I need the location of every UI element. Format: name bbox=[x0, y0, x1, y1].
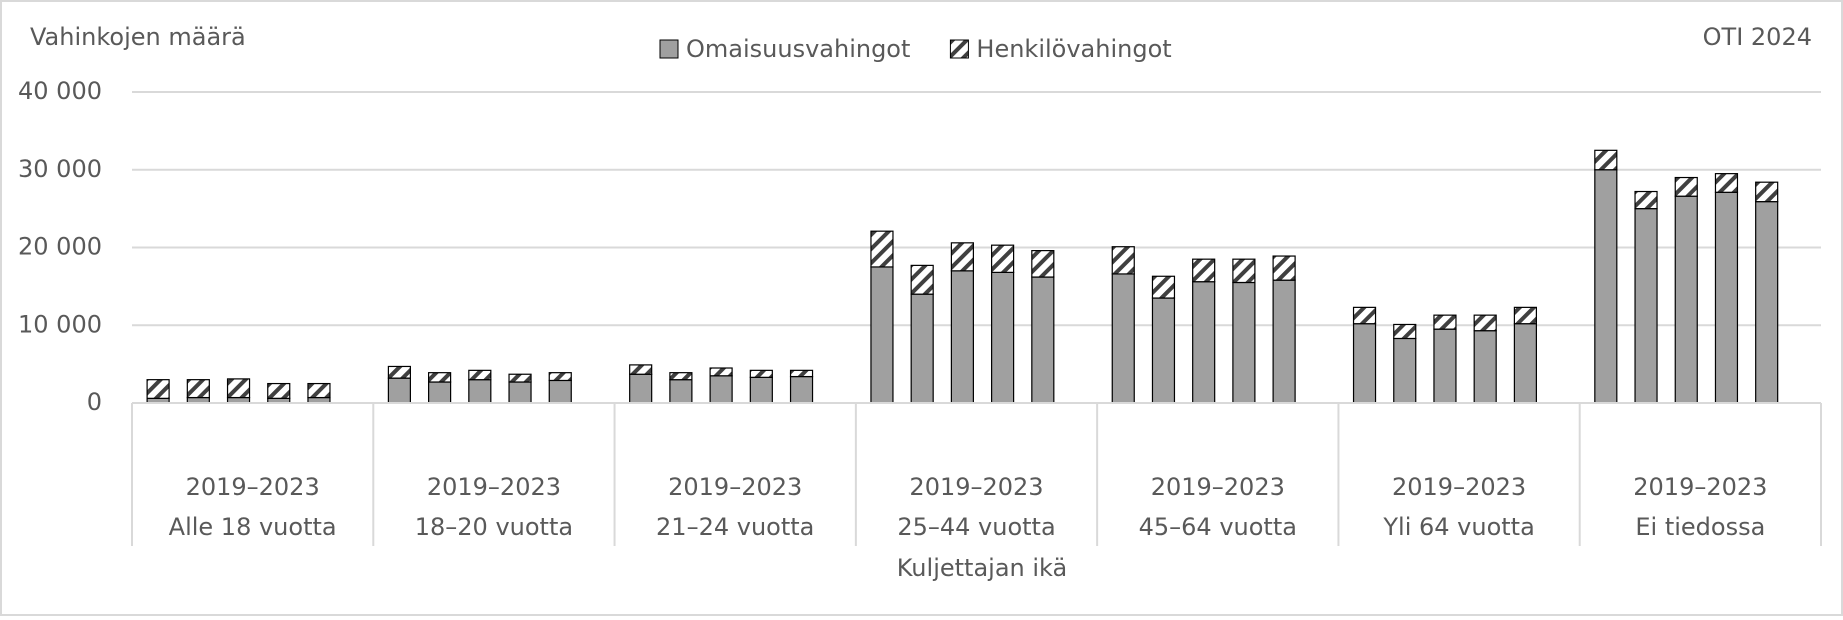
bar-segment bbox=[950, 242, 974, 272]
bar-segment bbox=[428, 381, 452, 404]
x-axis-title: Kuljettajan ikä bbox=[897, 554, 1067, 582]
legend-label: Henkilövahingot bbox=[976, 35, 1171, 63]
group-period-label: 2019–2023 bbox=[1633, 473, 1767, 501]
bar-segment bbox=[1031, 250, 1055, 278]
bar-segment bbox=[1192, 258, 1216, 283]
bar-segment bbox=[1634, 208, 1658, 404]
group-period-label: 2019–2023 bbox=[1392, 473, 1526, 501]
bar-segment bbox=[1272, 255, 1296, 281]
bar-segment bbox=[1111, 246, 1135, 275]
bar-segment bbox=[468, 379, 492, 404]
bar-segment bbox=[1192, 281, 1216, 404]
bar-segment bbox=[1634, 190, 1658, 210]
group-name-label: Alle 18 vuotta bbox=[169, 513, 337, 541]
bar-segment bbox=[629, 364, 653, 375]
group-name-label: 25–44 vuotta bbox=[897, 513, 1055, 541]
bar-segment bbox=[1151, 275, 1176, 299]
group-name-label: Yli 64 vuotta bbox=[1382, 513, 1534, 541]
bar-segment bbox=[870, 266, 894, 404]
group-name-label: 45–64 vuotta bbox=[1139, 513, 1297, 541]
bar-segment bbox=[1674, 176, 1698, 197]
bar-segment bbox=[1272, 279, 1296, 404]
group-period-label: 2019–2023 bbox=[186, 473, 320, 501]
bar-segment bbox=[468, 369, 492, 381]
bar-segment bbox=[1755, 181, 1779, 203]
group-name-label: Ei tiedossa bbox=[1635, 513, 1765, 541]
bar-segment bbox=[629, 373, 653, 404]
bar-segment bbox=[186, 379, 210, 399]
bar-segment bbox=[789, 375, 814, 404]
y-tick-label: 30 000 bbox=[18, 155, 102, 183]
bar-segment bbox=[669, 379, 693, 404]
bar-segment bbox=[226, 378, 251, 399]
bar-segment bbox=[1393, 337, 1417, 404]
bar-segment bbox=[428, 372, 452, 383]
source: OTI 2024 bbox=[1703, 23, 1812, 51]
bar-segment bbox=[709, 375, 733, 404]
y-axis-title: Vahinkojen määrä bbox=[30, 23, 246, 51]
bar-segment bbox=[1393, 323, 1417, 340]
bar-segment bbox=[1232, 281, 1256, 404]
bar-segment bbox=[1473, 314, 1497, 332]
bar-segment bbox=[1755, 201, 1779, 404]
bar-segment bbox=[870, 230, 894, 268]
y-tick-label: 20 000 bbox=[18, 233, 102, 261]
bar-segment bbox=[1714, 191, 1739, 404]
bar-segment bbox=[950, 270, 974, 404]
bar-segment bbox=[548, 379, 572, 404]
bar-segment bbox=[1594, 169, 1618, 404]
legend-label: Omaisuusvahingot bbox=[686, 35, 910, 63]
bar-segment bbox=[910, 264, 934, 295]
bar-segment bbox=[1714, 173, 1739, 193]
group-period-label: 2019–2023 bbox=[668, 473, 802, 501]
y-tick-label: 0 bbox=[87, 388, 102, 416]
bar-segment bbox=[1151, 297, 1176, 404]
bar-segment bbox=[1674, 195, 1698, 404]
bar-segment bbox=[508, 373, 532, 383]
bar-segment bbox=[1031, 276, 1055, 404]
group-name-label: 18–20 vuotta bbox=[415, 513, 573, 541]
legend-swatch bbox=[949, 39, 969, 59]
group-period-label: 2019–2023 bbox=[1151, 473, 1285, 501]
bar-segment bbox=[1433, 314, 1457, 330]
bar-segment bbox=[789, 369, 814, 378]
bar-segment bbox=[749, 369, 773, 378]
bar-segment bbox=[548, 372, 572, 382]
bar-segment bbox=[1352, 323, 1377, 404]
bar-segment bbox=[387, 377, 411, 404]
group-name-label: 21–24 vuotta bbox=[656, 513, 814, 541]
bar-segment bbox=[669, 372, 693, 381]
bar-segment bbox=[1232, 258, 1256, 284]
bar-segment bbox=[910, 293, 934, 404]
legend-swatch bbox=[659, 39, 679, 59]
bar-segment bbox=[991, 244, 1015, 273]
bar-segment bbox=[991, 271, 1015, 404]
bar-segment bbox=[1594, 149, 1618, 171]
bar-segment bbox=[508, 381, 532, 404]
y-tick-label: 10 000 bbox=[18, 310, 102, 338]
bar-segment bbox=[1513, 306, 1537, 325]
bar-segment bbox=[1513, 323, 1537, 404]
bar-segment bbox=[1352, 306, 1377, 325]
bar-segment bbox=[709, 367, 733, 377]
bar-segment bbox=[1473, 330, 1497, 404]
bar-segment bbox=[307, 382, 331, 399]
group-period-label: 2019–2023 bbox=[427, 473, 561, 501]
group-period-label: 2019–2023 bbox=[909, 473, 1043, 501]
y-tick-label: 40 000 bbox=[18, 77, 102, 105]
bar-segment bbox=[1433, 328, 1457, 404]
bar-segment bbox=[146, 379, 170, 399]
bar-segment bbox=[267, 382, 291, 399]
bar-segment bbox=[1111, 273, 1135, 404]
bar-segment bbox=[387, 365, 411, 379]
bar-segment bbox=[749, 376, 773, 404]
